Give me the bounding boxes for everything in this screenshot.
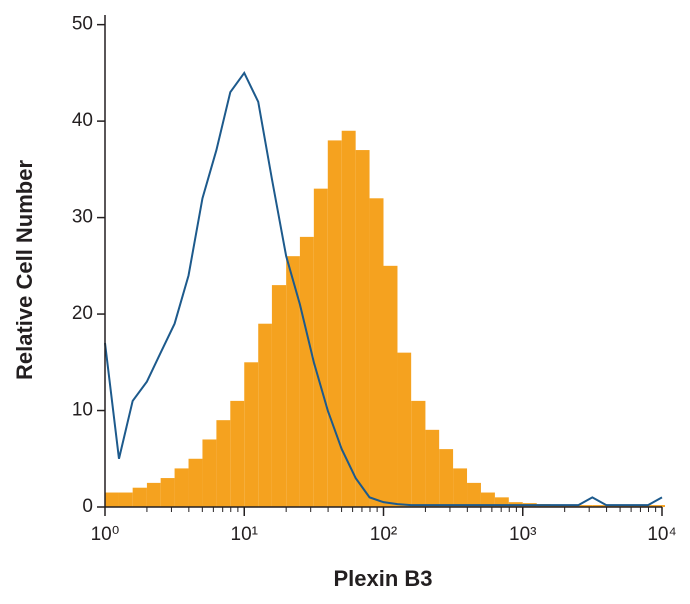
histogram-bar	[299, 236, 314, 507]
x-tick-label: 10⁰	[91, 524, 120, 545]
histogram-bar	[494, 497, 509, 507]
histogram-bar	[397, 352, 412, 507]
histogram-outline	[104, 70, 663, 507]
histogram-bar	[425, 429, 440, 507]
histogram-bar	[244, 362, 259, 507]
histogram-bar	[341, 130, 356, 507]
histogram-bar	[216, 420, 231, 507]
x-tick-label: 10¹	[231, 524, 258, 545]
histogram-bar	[369, 198, 384, 507]
histogram-bar	[105, 492, 119, 507]
histogram-bar	[258, 323, 272, 507]
histogram-bar	[327, 140, 342, 508]
y-axis-title: Relative Cell Number	[12, 160, 37, 381]
histogram-bar	[480, 492, 495, 507]
histogram-bar	[132, 487, 147, 507]
histogram-bar	[160, 478, 175, 507]
x-axis-title: Plexin B3	[333, 566, 432, 591]
histogram-bar	[118, 492, 133, 507]
y-tick-label: 20	[72, 303, 93, 324]
histogram-bar	[467, 482, 481, 507]
histogram-bar	[174, 468, 189, 507]
y-tick-label: 10	[72, 400, 93, 421]
y-tick-label: 40	[72, 110, 93, 131]
histogram-bar	[188, 458, 203, 507]
y-tick-label: 50	[72, 14, 93, 35]
x-tick-label: 10⁴	[647, 524, 676, 545]
x-tick-label: 10³	[509, 524, 536, 545]
histogram-bar	[439, 449, 454, 507]
histogram-bar	[383, 265, 398, 507]
histogram-bar	[411, 400, 426, 507]
histogram-bar	[271, 285, 287, 507]
histogram-bar	[230, 400, 245, 507]
histogram-bar	[202, 439, 217, 507]
histogram-bar	[313, 188, 328, 507]
histogram-bar	[286, 256, 300, 507]
y-tick-label: 30	[72, 207, 93, 228]
x-tick-label: 10²	[370, 524, 397, 545]
histogram-bar	[648, 505, 662, 507]
histogram-bar	[453, 468, 468, 507]
histogram-bar	[146, 482, 161, 507]
histogram-bar	[592, 505, 607, 507]
histogram-bar	[578, 505, 593, 507]
y-tick-label: 0	[82, 496, 93, 517]
histogram-bar	[662, 505, 665, 507]
histogram-bar	[355, 150, 370, 507]
